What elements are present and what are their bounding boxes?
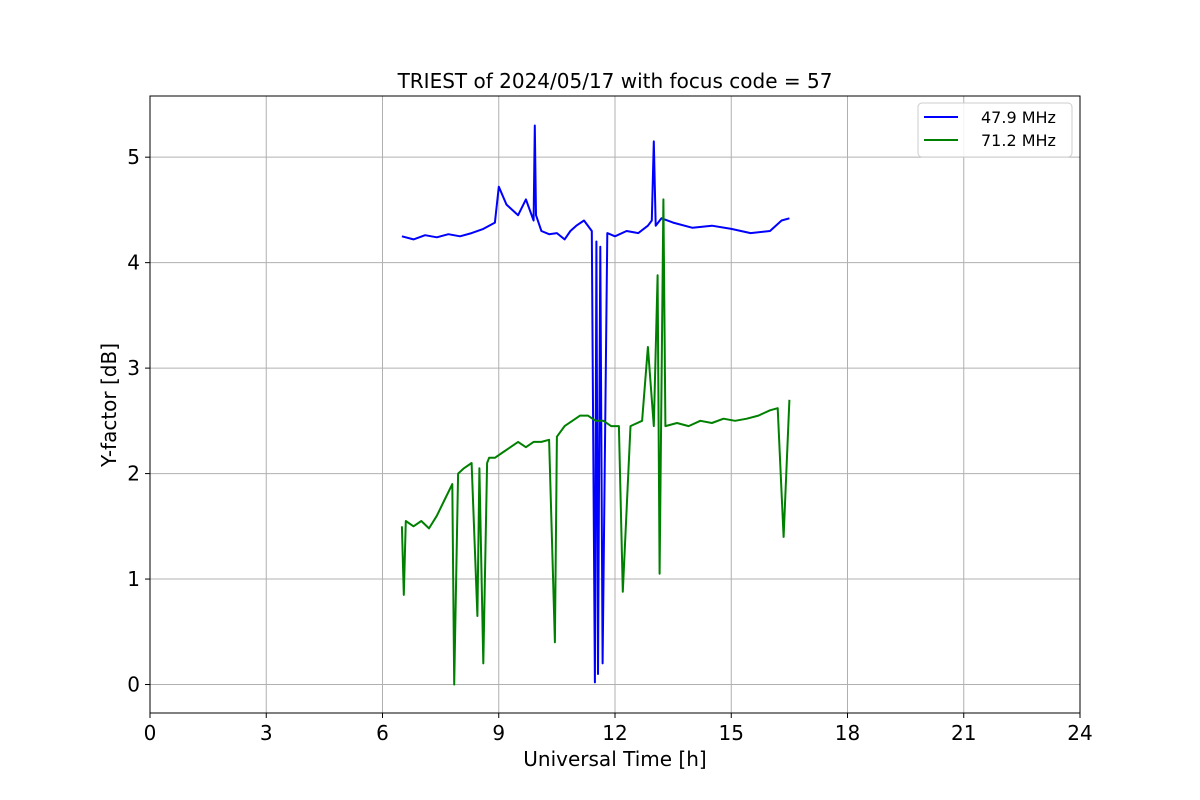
x-tick-label: 24 <box>1067 721 1092 745</box>
x-tick-label: 3 <box>260 721 273 745</box>
x-tick-label: 21 <box>951 721 976 745</box>
x-tick-label: 18 <box>835 721 860 745</box>
y-axis-label: Y-factor [dB] <box>97 343 121 468</box>
series-line-71-2-mhz <box>400 198 791 686</box>
y-tick-label: 0 <box>127 673 140 697</box>
series-line-47-9-mhz <box>401 124 790 684</box>
grid-lines <box>150 96 1080 713</box>
y-axis: 0 1 2 3 4 5 <box>127 145 150 697</box>
x-tick-label: 15 <box>719 721 744 745</box>
y-tick-label: 5 <box>127 145 140 169</box>
x-tick-label: 9 <box>492 721 505 745</box>
x-axis-label: Universal Time [h] <box>523 747 706 771</box>
x-tick-label: 6 <box>376 721 389 745</box>
legend-label-71-2-mhz: 71.2 MHz <box>981 131 1056 150</box>
series-layer <box>400 124 791 686</box>
y-tick-label: 3 <box>127 356 140 380</box>
x-axis: 0 3 6 9 12 15 18 21 24 <box>144 713 1093 745</box>
legend: 47.9 MHz 71.2 MHz <box>917 102 1073 158</box>
y-tick-label: 1 <box>127 567 140 591</box>
y-tick-label: 4 <box>127 251 140 275</box>
x-tick-label: 0 <box>144 721 157 745</box>
chart-title: TRIEST of 2024/05/17 with focus code = 5… <box>397 69 833 93</box>
legend-label-47-9-mhz: 47.9 MHz <box>981 108 1056 127</box>
x-tick-label: 12 <box>602 721 627 745</box>
y-tick-label: 2 <box>127 462 140 486</box>
